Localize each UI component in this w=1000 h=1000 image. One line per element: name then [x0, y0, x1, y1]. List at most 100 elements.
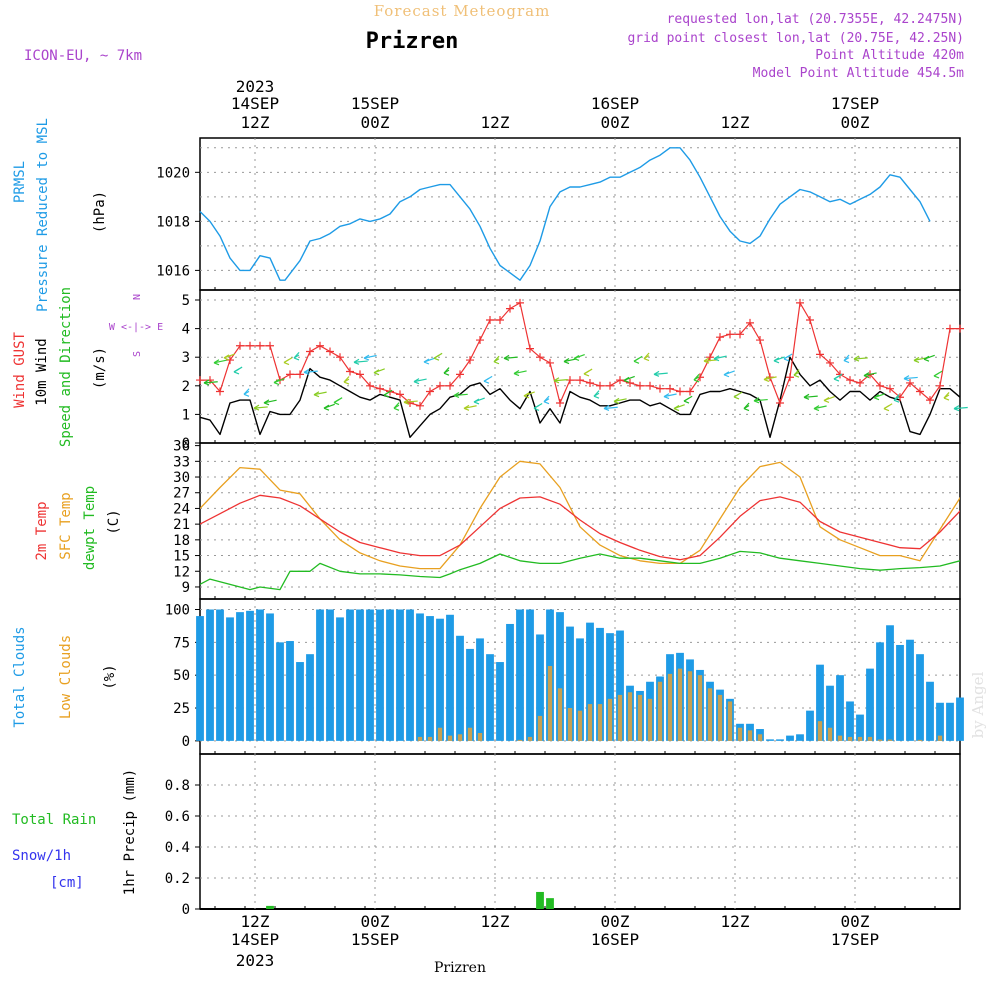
wind-direction-arrow [203, 381, 218, 384]
gust-marker [836, 370, 844, 379]
city-title: Prizren [366, 29, 459, 54]
total-cloud-bar [486, 654, 494, 741]
wind-direction-arrowhead [343, 378, 350, 385]
total-cloud-bar [556, 612, 564, 741]
low-cloud-bar [607, 698, 613, 741]
gust-marker [776, 398, 784, 407]
low-cloud-bar [737, 727, 743, 741]
wind-direction-arrowhead [233, 368, 240, 375]
total-cloud-bar [266, 613, 274, 741]
bottom-time-label-l1: 00Z [841, 912, 870, 931]
top-time-label-l1: 2023 [236, 77, 275, 96]
low-cloud-bar [557, 688, 563, 741]
wind-direction-arrowhead [433, 354, 440, 361]
bottom-time-label-l1: 00Z [361, 912, 390, 931]
wind-direction-arrowhead [753, 397, 760, 404]
y-tick-label-temp: 27 [173, 486, 190, 502]
low-cloud-bar [747, 730, 753, 741]
gust-marker [426, 387, 434, 396]
total-cloud-bar [846, 701, 854, 741]
total-cloud-bar [586, 622, 594, 741]
total-cloud-bar [856, 714, 864, 741]
total-cloud-bar [326, 609, 334, 741]
total-cloud-bar [926, 681, 934, 741]
series-prmsl [199, 147, 931, 281]
gust-marker [336, 353, 344, 362]
total-cloud-bar [796, 734, 804, 741]
low-cloud-bar [627, 692, 633, 741]
panel-frame-precip [199, 753, 961, 910]
gust-marker [626, 378, 634, 387]
gust-marker [286, 370, 294, 379]
gust-marker [756, 336, 764, 345]
total-cloud-bar [366, 609, 374, 741]
total-cloud-bar [526, 609, 534, 741]
wind-direction-arrow [613, 398, 627, 402]
wind-direction-arrow [563, 358, 577, 363]
wind-direction-arrowhead [383, 391, 390, 398]
gust-marker [946, 324, 954, 333]
low-cloud-bar [467, 727, 473, 741]
total-cloud-bar [826, 685, 834, 741]
low-cloud-bar [877, 739, 883, 741]
wind-direction-arrowhead [313, 391, 320, 398]
low-cloud-bar [937, 735, 943, 741]
chart-marks [196, 147, 968, 909]
wind-direction-arrowhead [833, 375, 840, 382]
low-cloud-bar [647, 698, 653, 741]
low-cloud-bar [477, 732, 483, 741]
total-cloud-bar [286, 641, 294, 741]
label-total-rain: Total Rain [12, 812, 96, 828]
gust-marker [956, 324, 964, 333]
y-tick-label-clouds: 50 [173, 668, 190, 684]
wind-direction-arrowhead [363, 354, 370, 361]
low-cloud-bar [887, 739, 893, 741]
wind-direction-arrow [903, 376, 918, 380]
wind-direction-arrow [403, 400, 418, 403]
unit-hpa: (hPa) [92, 191, 108, 233]
low-cloud-bar [687, 671, 693, 741]
wind-direction-arrowhead [273, 378, 280, 386]
y-tick-label-temp: 9 [182, 580, 190, 596]
wind-direction-arrowhead [593, 392, 600, 399]
low-cloud-bar [597, 704, 603, 741]
y-tick-label-temp: 36 [173, 439, 190, 455]
low-cloud-bar [857, 736, 863, 741]
gust-marker [486, 316, 494, 325]
label-dewpt-temp: dewpt Temp [82, 486, 98, 570]
wind-direction-arrowhead [853, 355, 860, 362]
gust-marker [856, 378, 864, 387]
wind-direction-arrowhead [773, 357, 780, 364]
low-cloud-bar [817, 721, 823, 741]
y-tick-label-temp: 12 [173, 564, 190, 580]
total-cloud-bar [206, 609, 214, 741]
wind-direction-arrowhead [563, 357, 570, 365]
wind-direction-arrowhead [763, 375, 770, 383]
total-cloud-bar [906, 639, 914, 741]
total-cloud-bar [396, 609, 404, 741]
label-pressure-msl: Pressure Reduced to MSL [35, 118, 51, 312]
gust-marker [676, 387, 684, 396]
wind-direction-arrowhead [333, 399, 340, 406]
series-sfc-temp [200, 460, 960, 570]
wind-direction-arrowhead [213, 359, 220, 366]
wind-direction-arrowhead [223, 354, 230, 361]
gust-marker [436, 381, 444, 390]
low-cloud-bar [917, 739, 923, 741]
wind-direction-arrowhead [513, 370, 520, 377]
wind-direction-arrow [663, 393, 677, 398]
panel-frame-wind [199, 289, 961, 444]
low-cloud-bar [727, 701, 733, 741]
label-snow-cm: [cm] [50, 875, 84, 891]
y-tick-label-pressure: 1020 [156, 165, 190, 181]
low-cloud-bar [707, 688, 713, 741]
top-time-label-l3: 12Z [241, 113, 270, 132]
gust-marker [876, 381, 884, 390]
y-tick-label-temp: 30 [173, 470, 190, 486]
unit-precip: 1hr Precip (mm) [122, 769, 138, 895]
total-cloud-bar [876, 642, 884, 741]
gust-marker [686, 387, 694, 396]
forecast-title: Forecast Meteogram [374, 2, 551, 20]
